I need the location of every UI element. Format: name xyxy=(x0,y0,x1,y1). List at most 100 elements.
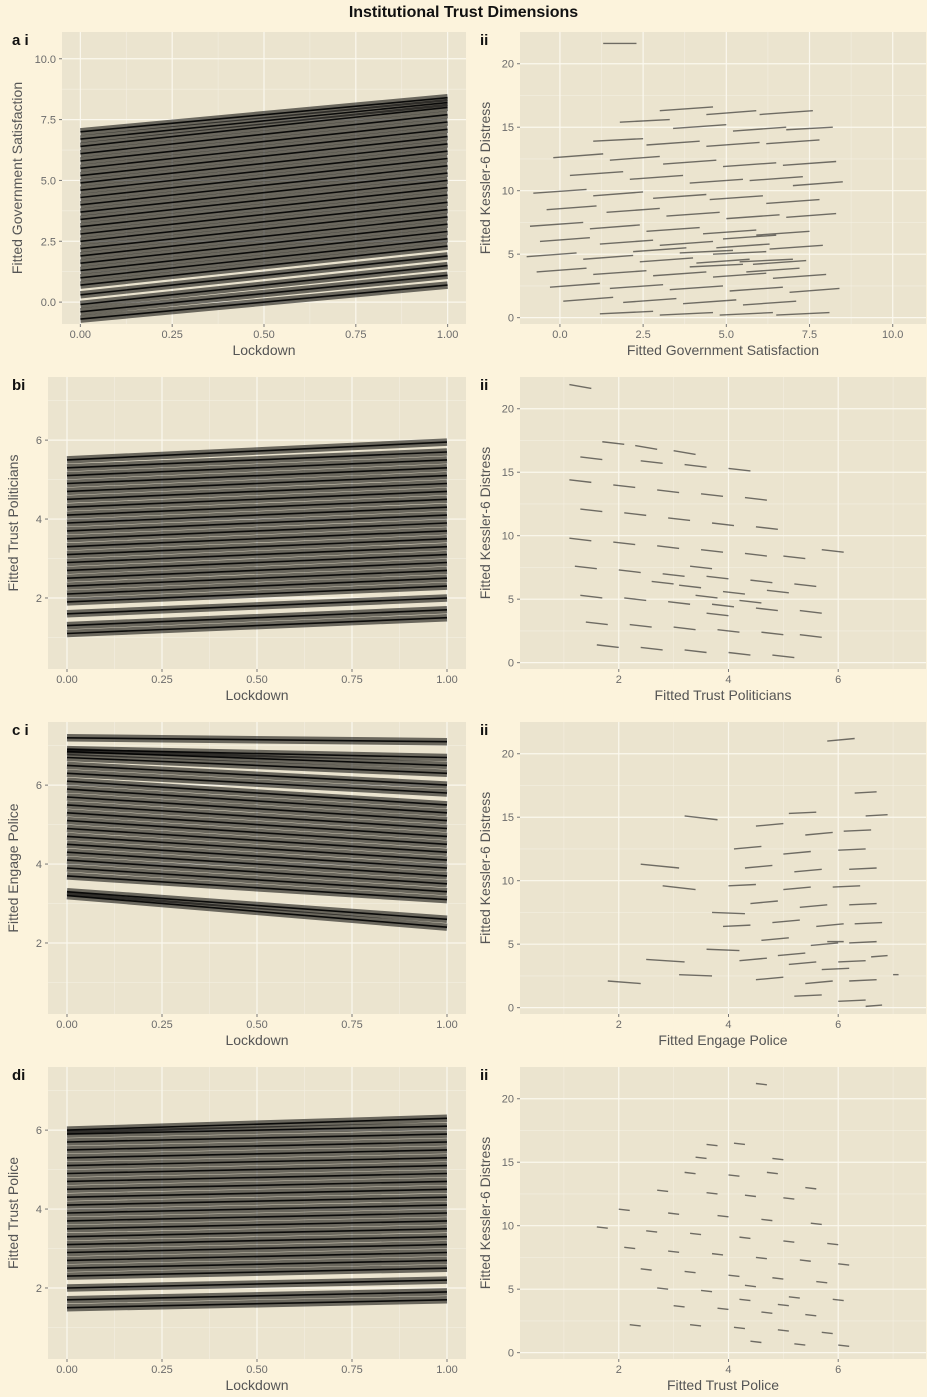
data-segment xyxy=(772,654,795,659)
data-segment xyxy=(700,548,724,553)
data-segment xyxy=(593,191,644,197)
data-segment xyxy=(673,449,696,456)
data-segment xyxy=(772,919,800,924)
x-tick-label: 2 xyxy=(616,1364,622,1376)
data-segment xyxy=(783,850,811,855)
data-segment xyxy=(618,569,641,574)
y-tick-label: 5.0 xyxy=(41,175,56,187)
series-line xyxy=(66,1125,448,1135)
x-tick-label: 0.75 xyxy=(341,1364,362,1376)
panel-d-ii: 2 4 6 0 5 10 15 20 Fitted Trust Police Fitted Kes… xyxy=(477,1067,926,1393)
series-line xyxy=(80,274,448,313)
plot-area xyxy=(520,1067,926,1359)
data-segment xyxy=(816,1280,828,1284)
data-segment xyxy=(653,271,707,277)
x-tick-label: 0.50 xyxy=(246,674,267,686)
data-segment xyxy=(657,489,680,494)
data-segment xyxy=(805,1186,817,1190)
y-tick-label: 10 xyxy=(502,186,514,198)
data-segment xyxy=(711,1252,724,1256)
y-tick-label: 0 xyxy=(508,1003,514,1015)
data-segment xyxy=(624,1246,636,1250)
series-line xyxy=(66,788,448,814)
series-line xyxy=(66,490,448,508)
data-segment xyxy=(712,272,767,278)
data-segment xyxy=(606,207,660,213)
data-segment xyxy=(744,496,767,501)
data-segment xyxy=(728,651,751,656)
data-segment xyxy=(679,249,734,254)
y-tick-label: 10 xyxy=(502,531,514,543)
y-tick-label: 2.5 xyxy=(41,236,56,248)
data-segment xyxy=(609,283,664,290)
series-line xyxy=(66,843,448,869)
data-segment xyxy=(695,1156,707,1160)
data-segment xyxy=(838,1344,850,1347)
data-segment xyxy=(619,118,670,123)
data-segment xyxy=(646,226,700,233)
series-line xyxy=(66,597,448,615)
data-segment xyxy=(536,267,587,273)
data-segment xyxy=(769,244,823,250)
y-axis-title: Fitted Trust Politicians xyxy=(5,455,21,592)
data-segment xyxy=(593,137,644,142)
data-segment xyxy=(794,994,822,997)
data-segment xyxy=(722,590,746,595)
x-tick-label: 0.25 xyxy=(161,329,182,341)
series-line xyxy=(66,1299,448,1309)
data-segment xyxy=(663,159,717,165)
x-tick-label: 0.75 xyxy=(341,674,362,686)
data-segment xyxy=(635,444,658,451)
panel-label: di xyxy=(12,1067,25,1084)
series-line xyxy=(66,756,448,775)
y-tick-label: 4 xyxy=(36,859,42,871)
data-segment xyxy=(696,258,750,264)
data-segment xyxy=(689,263,744,268)
y-tick-label: 10.0 xyxy=(35,54,56,66)
data-segment xyxy=(712,250,767,255)
series-line xyxy=(66,1235,448,1246)
data-segment xyxy=(659,106,714,112)
x-axis-title: Fitted Engage Police xyxy=(658,1032,787,1048)
y-tick-label: 2 xyxy=(36,593,42,605)
data-segment xyxy=(717,1307,729,1311)
data-segment xyxy=(684,463,707,468)
series-line xyxy=(66,835,448,861)
panel-label: bi xyxy=(12,377,25,394)
data-segment xyxy=(669,285,724,291)
data-segment xyxy=(722,162,777,168)
x-axis-title: Fitted Trust Politicians xyxy=(655,687,792,703)
series-line xyxy=(80,150,448,191)
panel-c-i: 0.00 0.25 0.50 0.75 1.00 2 4 6 Lockdown Fitted En… xyxy=(5,722,466,1048)
data-segment xyxy=(719,311,773,316)
data-segment xyxy=(788,1296,800,1299)
y-tick-label: 0 xyxy=(508,658,514,670)
data-segment xyxy=(716,243,770,249)
series-line xyxy=(66,585,448,603)
series-line xyxy=(66,812,448,838)
series-line xyxy=(66,522,448,540)
series-line xyxy=(80,113,448,155)
data-segment xyxy=(750,1340,762,1344)
data-segment xyxy=(706,948,740,952)
series-line xyxy=(66,819,448,846)
data-segment xyxy=(761,937,789,942)
data-segment xyxy=(739,957,767,962)
data-segment xyxy=(871,954,888,958)
data-segment xyxy=(786,212,837,219)
series-line xyxy=(66,1279,448,1289)
data-segment xyxy=(749,176,803,182)
series-line xyxy=(66,796,448,822)
y-tick-label: 20 xyxy=(502,404,514,416)
data-segment xyxy=(662,573,685,578)
data-segment xyxy=(679,973,713,977)
data-segment xyxy=(746,267,800,273)
data-segment xyxy=(739,1236,751,1240)
panel-label: ii xyxy=(480,377,488,394)
series-line xyxy=(66,467,448,485)
data-segment xyxy=(728,883,756,887)
data-segment xyxy=(783,555,806,560)
series-line xyxy=(66,764,448,786)
x-tick-label: 0.00 xyxy=(56,1019,77,1031)
data-segment xyxy=(673,626,696,631)
